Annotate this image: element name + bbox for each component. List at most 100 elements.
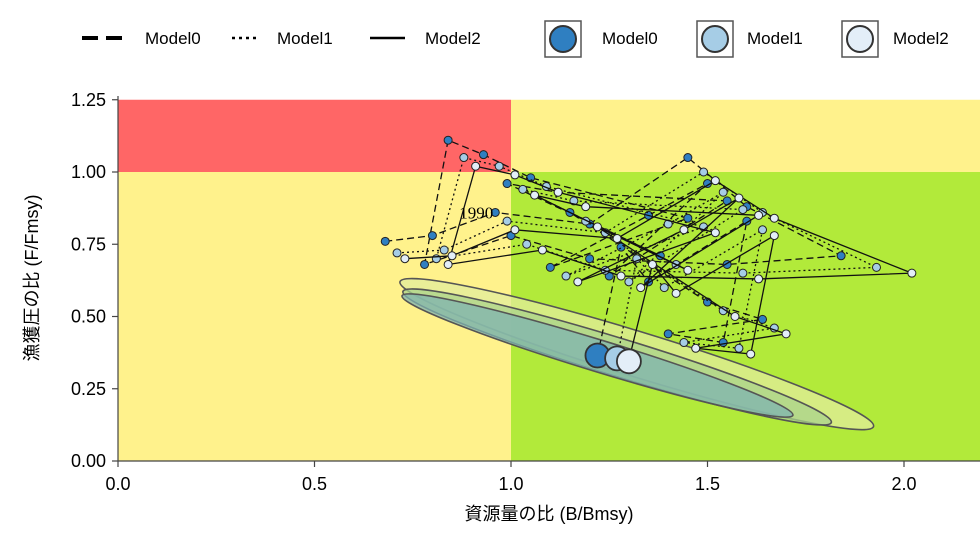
data-point-model1	[502, 216, 512, 226]
data-point-model2	[769, 231, 779, 241]
data-point-model1	[718, 187, 728, 197]
data-point-model0	[478, 150, 488, 160]
data-point-model2	[730, 312, 740, 321]
data-point-model2	[443, 259, 453, 269]
data-point-model2	[671, 288, 681, 298]
data-point-model0	[758, 314, 768, 324]
x-tick-label: 1.5	[695, 474, 720, 494]
legend-line-model2: Model2	[370, 29, 481, 48]
y-tick-label: 0.00	[71, 451, 106, 471]
legend-line-model1: Model1	[232, 29, 333, 48]
legend-line-model0-label: Model0	[145, 29, 201, 48]
series-line-model2	[404, 165, 913, 361]
annotation-1990: 1990	[459, 203, 493, 222]
legend-point-model0: Model0	[544, 20, 658, 58]
data-point-model2	[553, 187, 563, 197]
data-point-model1	[431, 254, 441, 264]
data-point-model2	[769, 213, 779, 223]
legend-point-model0-label: Model0	[602, 29, 658, 48]
data-point-model2	[781, 329, 791, 339]
data-point-model0	[545, 262, 555, 272]
data-point-model2	[510, 170, 520, 180]
data-point-model1	[659, 283, 669, 293]
x-axis-label: 資源量の比 (B/Bmsy)	[465, 504, 634, 524]
data-point-model2	[907, 268, 917, 278]
data-point-model1	[734, 343, 744, 353]
data-point-model2	[710, 228, 720, 238]
legend-line-model2-label: Model2	[425, 29, 481, 48]
legend-point-model1: Model1	[696, 20, 803, 58]
data-point-model1	[738, 205, 748, 215]
data-point-model2	[636, 283, 646, 293]
data-point-model1	[738, 268, 748, 278]
data-point-model0	[683, 213, 693, 223]
data-point-model2	[447, 251, 457, 261]
data-point-model2	[537, 245, 547, 255]
x-tick-label: 0.0	[105, 474, 130, 494]
data-point-model2	[710, 176, 720, 186]
y-axis-label: 漁獲圧の比 (F/Fmsy)	[22, 195, 42, 362]
data-point-model2	[592, 222, 602, 232]
y-tick-label: 1.25	[71, 90, 106, 110]
line-legend: Model0 Model1 Model2	[82, 29, 481, 48]
data-point-model2	[754, 210, 764, 220]
data-point-model0	[502, 179, 512, 189]
data-point-model2	[683, 265, 693, 275]
data-point-model2	[530, 190, 540, 200]
zone-backgrounds	[118, 99, 980, 461]
data-point-model1	[699, 167, 709, 177]
data-point-model2	[400, 254, 410, 264]
data-point-model0	[427, 231, 437, 241]
data-point-model2	[616, 271, 626, 281]
data-point-model1	[561, 271, 571, 281]
data-point-model1	[522, 239, 532, 249]
data-point-model0	[663, 329, 673, 339]
data-point-model1	[871, 262, 881, 272]
data-point-model1	[392, 248, 402, 258]
point-legend: Model0 Model1 Model2	[544, 20, 949, 58]
data-point-model0	[683, 153, 693, 163]
data-point-model0	[836, 251, 846, 261]
data-point-model1	[518, 184, 528, 194]
data-point-model2	[581, 202, 591, 212]
legend-line-model1-label: Model1	[277, 29, 333, 48]
x-tick-label: 2.0	[891, 474, 916, 494]
data-point-model2	[573, 277, 583, 287]
data-point-model1	[758, 225, 768, 235]
series-line-model1	[396, 156, 877, 359]
x-tick-label: 1.0	[498, 474, 523, 494]
zone-overfishing-overfished	[118, 99, 511, 172]
x-axis-ticks: 0.0 0.5 1.0 1.5 2.0	[105, 461, 917, 494]
data-point-model0	[420, 259, 430, 269]
legend-point-model1-label: Model1	[747, 29, 803, 48]
zone-overfishing	[511, 99, 980, 172]
y-tick-label: 0.50	[71, 307, 106, 327]
data-point-model2	[746, 349, 756, 359]
legend-point-model2-label: Model2	[893, 29, 949, 48]
data-point-model2	[754, 274, 764, 284]
terminal-points	[584, 342, 642, 375]
data-point-model2	[734, 193, 744, 203]
data-point-model0	[380, 236, 390, 246]
data-point-model2	[612, 233, 622, 243]
axes	[117, 96, 980, 462]
data-point-model0	[718, 338, 728, 348]
data-point-model1	[494, 161, 504, 171]
y-tick-label: 0.75	[71, 234, 106, 254]
y-tick-label: 1.00	[71, 162, 106, 182]
x-tick-label: 0.5	[302, 474, 327, 494]
data-point-model1	[624, 277, 634, 287]
data-point-model0	[490, 207, 500, 217]
y-tick-label: 0.25	[71, 379, 106, 399]
legend-line-model0: Model0	[82, 29, 201, 48]
data-point-model2	[471, 161, 481, 171]
data-point-model1	[459, 153, 469, 163]
data-point-model1	[439, 245, 449, 255]
legend-point-model2: Model2	[841, 20, 949, 58]
data-point-model2	[679, 225, 689, 235]
series-model2	[400, 161, 917, 365]
terminal-point-model2	[616, 348, 642, 375]
data-point-model0	[585, 254, 595, 264]
y-axis-ticks: 0.00 0.25 0.50 0.75 1.00 1.25	[71, 90, 118, 471]
